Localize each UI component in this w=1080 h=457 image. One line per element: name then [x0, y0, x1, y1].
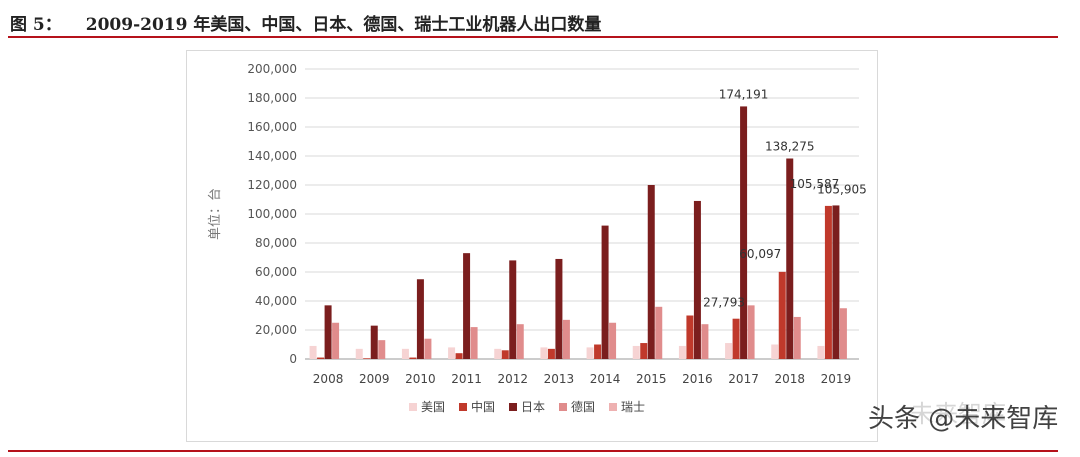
bar: [424, 338, 432, 359]
x-tick-label: 2017: [728, 372, 759, 386]
bar: [609, 322, 617, 359]
bar: [655, 306, 663, 359]
top-rule: [8, 36, 1058, 38]
y-tick-label: 160,000: [247, 120, 297, 134]
y-tick-label: 40,000: [255, 294, 297, 308]
figure-label: 图 5：: [10, 14, 62, 35]
bar: [693, 200, 701, 359]
bottom-rule: [8, 450, 1058, 452]
y-tick-label: 180,000: [247, 91, 297, 105]
watermark: 头条 @未来智库: [868, 404, 1059, 434]
bar: [601, 225, 609, 359]
bar: [832, 205, 840, 359]
x-tick-label: 2008: [313, 372, 344, 386]
x-tick-label: 2016: [682, 372, 713, 386]
bar: [686, 315, 694, 359]
legend-swatch: [409, 403, 417, 411]
bar: [401, 348, 409, 359]
y-tick-label: 80,000: [255, 236, 297, 250]
y-tick-label: 60,000: [255, 265, 297, 279]
bar: [640, 343, 648, 359]
y-tick-label: 120,000: [247, 178, 297, 192]
y-axis-label: 单位：台: [208, 188, 223, 240]
bar: [824, 205, 832, 359]
data-label: 138,275: [765, 140, 815, 154]
bar: [448, 347, 456, 359]
bar: [463, 253, 471, 359]
legend-label: 中国: [471, 399, 495, 414]
bar: [416, 279, 424, 359]
bar: [355, 348, 363, 359]
x-tick-label: 2019: [821, 372, 852, 386]
figure-title: 2009-2019 年美国、中国、日本、德国、瑞士工业机器人出口数量: [85, 14, 602, 35]
legend-swatch: [509, 403, 517, 411]
x-tick-label: 2015: [636, 372, 667, 386]
legend-label: 德国: [571, 399, 595, 414]
bar: [647, 185, 655, 359]
x-tick-label: 2013: [544, 372, 575, 386]
bar: [494, 348, 502, 359]
bar: [562, 319, 570, 359]
bar: [793, 316, 801, 359]
bar: [378, 340, 386, 359]
legend-swatch: [559, 403, 567, 411]
data-label: 105,587: [790, 177, 840, 191]
bar: [771, 344, 779, 359]
watermark-faded: 未来智库: [910, 400, 1006, 428]
bar: [501, 350, 509, 359]
bar: [470, 327, 478, 359]
x-tick-label: 2011: [451, 372, 482, 386]
legend-swatch: [609, 403, 617, 411]
bar: [725, 343, 733, 359]
bar: [594, 344, 602, 359]
bar: [317, 357, 325, 359]
x-tick-label: 2009: [359, 372, 390, 386]
bar: [509, 260, 517, 359]
figure-title-row: 图 5： 2009-2019 年美国、中国、日本、德国、瑞士工业机器人出口数量: [10, 8, 601, 36]
bar: [409, 357, 417, 359]
legend-label: 日本: [521, 400, 545, 414]
bar: [586, 347, 594, 359]
bar: [540, 347, 548, 359]
bar: [309, 345, 317, 359]
chart-container: 0 20,000 40,000 60,000 80,000 100,000 120,000 1…: [186, 50, 878, 442]
bar: [732, 318, 740, 359]
x-tick-label: 2012: [497, 372, 528, 386]
y-tick-label: 100,000: [247, 207, 297, 221]
y-tick-label: 140,000: [247, 149, 297, 163]
y-tick-label: 200,000: [247, 62, 297, 76]
y-tick-label: 20,000: [255, 323, 297, 337]
bar: [740, 106, 748, 359]
bar: [363, 358, 371, 359]
x-tick-label: 2018: [774, 372, 805, 386]
bar: [817, 345, 825, 359]
bar: [324, 305, 332, 359]
bar: [701, 324, 709, 359]
bar: [555, 258, 563, 359]
data-label: 174,191: [719, 87, 769, 101]
bar: [839, 308, 847, 359]
bar: [632, 345, 640, 359]
bar: [747, 305, 755, 359]
bar: [455, 353, 463, 359]
legend-swatch: [459, 403, 467, 411]
x-tick-label: 2010: [405, 372, 436, 386]
data-label: 60,097: [739, 247, 781, 261]
bar: [516, 324, 524, 359]
bar: [786, 158, 794, 359]
x-tick-label: 2014: [590, 372, 621, 386]
bar: [778, 271, 786, 359]
data-label: 27,793: [703, 296, 745, 310]
bar-chart: 0 20,000 40,000 60,000 80,000 100,000 120,000 1…: [208, 62, 867, 414]
y-tick-label: 0: [289, 352, 297, 366]
data-label: 105,905: [817, 182, 867, 196]
legend-label: 美国: [421, 400, 445, 414]
bar: [332, 322, 340, 359]
bar: [547, 348, 555, 359]
legend-label: 瑞士: [621, 400, 645, 414]
bar: [678, 345, 686, 359]
bar: [370, 325, 378, 359]
